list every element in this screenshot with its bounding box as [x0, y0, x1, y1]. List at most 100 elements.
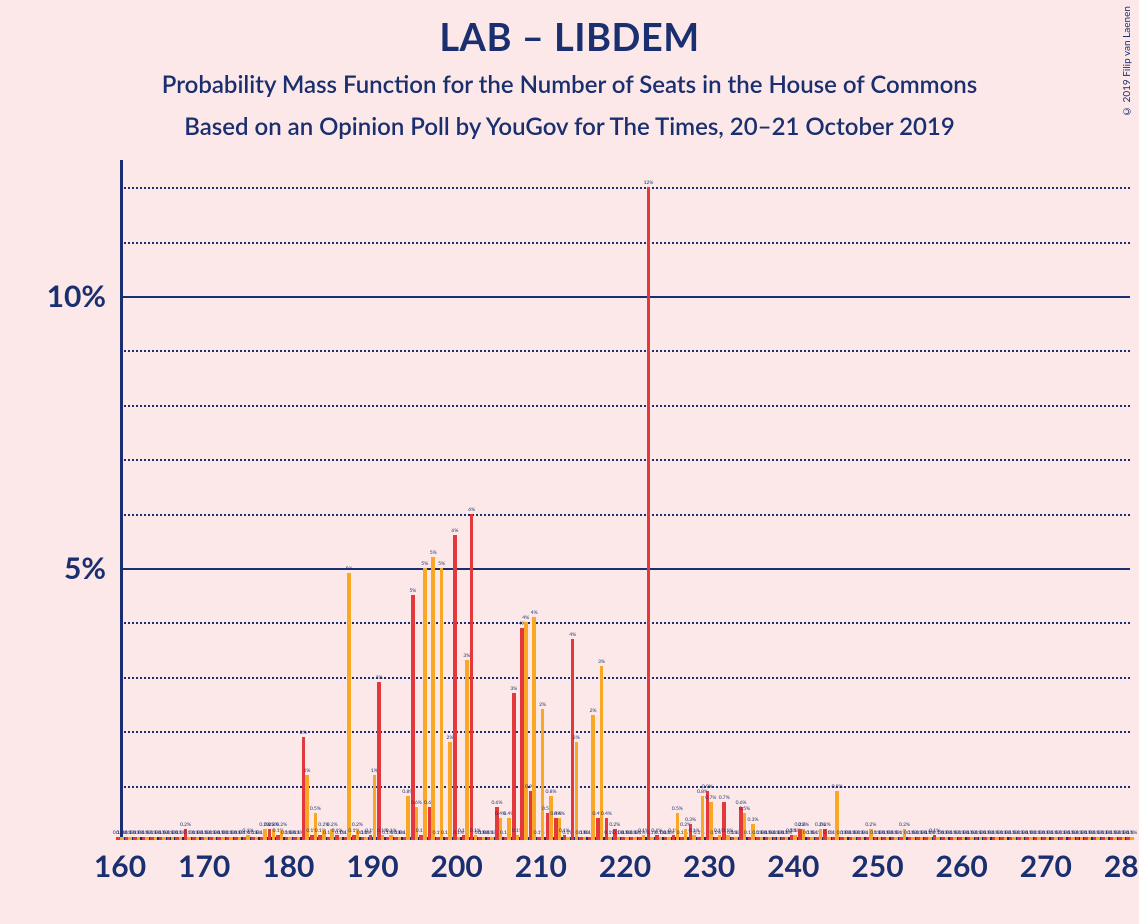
bar-libdem: 0.1% [785, 837, 789, 840]
grid-line [120, 731, 1130, 733]
bar-libdem: 0.1% [566, 837, 570, 840]
bar-value-label: 4% [531, 610, 538, 616]
bar-libdem: 0.1% [1029, 837, 1033, 840]
bar-libdem: 3% [465, 660, 469, 840]
bar-libdem: 0.1% [852, 837, 856, 840]
bar-value-label: 0.2% [820, 822, 831, 828]
x-tick-label: 230 [683, 848, 735, 884]
bar-libdem: 0.1% [734, 837, 738, 840]
grid-line [120, 296, 1130, 298]
bar-libdem: 0.1% [659, 837, 663, 840]
bar-value-label: 3% [510, 686, 517, 692]
bar-libdem: 0.1% [1088, 837, 1092, 840]
bar-libdem: 0.1% [617, 837, 621, 840]
bar-value-label: 1% [303, 768, 310, 774]
bar-libdem: 0.1% [128, 837, 132, 840]
bar-libdem: 0.1% [633, 837, 637, 840]
bar-lab: 6% [470, 514, 474, 840]
x-tick-label: 220 [599, 848, 651, 884]
bar-libdem: 0.1% [221, 837, 225, 840]
bar-libdem: 0.1% [608, 837, 612, 840]
bar-value-label: 0.7% [705, 795, 716, 801]
bar-libdem: 0.1% [878, 837, 882, 840]
bar-libdem: 0.1% [154, 837, 158, 840]
bar-libdem: 0.1% [987, 837, 991, 840]
bar-libdem: 0.1% [861, 837, 865, 840]
chart-subtitle-1: Probability Mass Function for the Number… [0, 70, 1139, 99]
bar-libdem: 1% [373, 775, 377, 840]
bar-libdem: 0.1% [179, 837, 183, 840]
x-tick-label: 200 [431, 848, 483, 884]
bar-libdem: 0.1% [229, 837, 233, 840]
bar-value-label: 0.2% [899, 822, 910, 828]
bar-libdem: 0.1% [1096, 837, 1100, 840]
bar-value-label: 2% [300, 730, 307, 736]
bar-value-label: 2% [573, 735, 580, 741]
bar-value-label: 12% [644, 180, 654, 186]
bar-lab: 12% [647, 187, 651, 840]
bar-lab: 6% [453, 535, 457, 840]
bar-value-label: 0.9% [832, 784, 843, 790]
grid-line [120, 459, 1130, 461]
bar-libdem: 0.1% [1037, 837, 1041, 840]
bar-libdem: 0.8% [549, 796, 553, 840]
bar-libdem: 0.1% [928, 837, 932, 840]
bar-value-label: 0.4% [554, 811, 565, 817]
bar-libdem: 0.1% [187, 837, 191, 840]
chart-plot-area: 5%10%16017018019020021022023024025026027… [120, 160, 1130, 840]
grid-line [120, 622, 1130, 624]
bar-lab: 3% [512, 693, 516, 840]
bar-value-label: 0.2% [352, 822, 363, 828]
bar-libdem: 0.1% [995, 837, 999, 840]
bar-libdem: 0.1% [1063, 837, 1067, 840]
bar-libdem: 0.1% [339, 837, 343, 840]
x-tick-label: 240 [767, 848, 819, 884]
bar-value-label: 0.8% [546, 789, 557, 795]
bar-libdem: 5% [423, 568, 427, 840]
bar-libdem: 4% [524, 622, 528, 840]
bar-value-label: 2% [539, 702, 546, 708]
bar-libdem: 0.1% [1046, 837, 1050, 840]
bar-libdem: 0.1% [667, 837, 671, 840]
bar-libdem: 0.1% [171, 837, 175, 840]
bar-libdem: 0.1% [793, 835, 797, 840]
bar-value-label: 0.2% [798, 822, 809, 828]
bar-libdem: 0.1% [642, 835, 646, 840]
grid-line [120, 677, 1130, 679]
bar-libdem: 0.1% [204, 837, 208, 840]
y-tick-label: 10% [47, 278, 106, 314]
x-tick-label: 250 [851, 848, 903, 884]
bar-libdem: 0.1% [196, 837, 200, 840]
bar-libdem: 0.2% [819, 829, 823, 840]
bar-value-label: 0.5% [672, 806, 683, 812]
bar-value-label: 0.2% [609, 822, 620, 828]
grid-line [120, 350, 1130, 352]
bar-libdem: 0.1% [920, 837, 924, 840]
bar-libdem: 2% [448, 742, 452, 840]
bar-libdem: 0.1% [625, 837, 629, 840]
bar-libdem: 0.8% [701, 796, 705, 840]
bar-libdem: 0.2% [263, 829, 267, 840]
bar-libdem: 0.1% [1130, 837, 1134, 840]
bar-libdem: 0.1% [145, 837, 149, 840]
bar-libdem: 2% [541, 709, 545, 840]
bar-libdem: 0.1% [162, 837, 166, 840]
bar-value-label: 0.6% [411, 800, 422, 806]
bar-libdem: 0.5% [314, 813, 318, 840]
bar-lab: 3% [377, 682, 381, 840]
bar-libdem: 0.1% [979, 837, 983, 840]
bar-libdem: 0.1% [886, 837, 890, 840]
bar-libdem: 0.1% [945, 837, 949, 840]
bar-value-label: 5% [430, 550, 437, 556]
bar-libdem: 0.1% [911, 837, 915, 840]
bar-libdem: 0.1% [810, 837, 814, 840]
bar-libdem: 0.1% [457, 837, 461, 840]
bar-value-label: 6% [468, 507, 475, 513]
x-tick-label: 190 [346, 848, 398, 884]
bar-libdem: 0.1% [650, 837, 654, 840]
bar-value-label: 5% [421, 561, 428, 567]
bar-libdem: 0.1% [482, 837, 486, 840]
bar-libdem: 0.1% [398, 837, 402, 840]
bar-value-label: 4% [569, 632, 576, 638]
bar-libdem: 0.1% [777, 837, 781, 840]
